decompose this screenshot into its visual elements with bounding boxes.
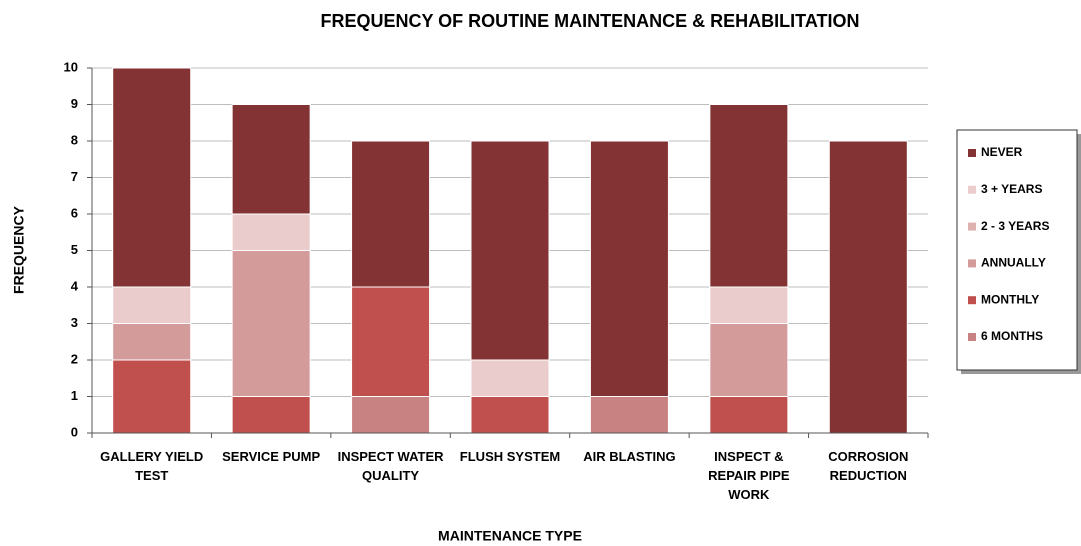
y-tick-label: 8 [71, 132, 78, 147]
x-tick-label: INSPECT & REPAIR PIPE WORK [708, 449, 790, 502]
legend-label: 3 + YEARS [981, 182, 1042, 196]
x-tick-label: AIR BLASTING [583, 449, 676, 464]
x-tick-label: SERVICE PUMP [222, 449, 321, 464]
chart-title: FREQUENCY OF ROUTINE MAINTENANCE & REHAB… [321, 11, 860, 31]
legend-label: MONTHLY [981, 292, 1039, 306]
bar-segment [351, 396, 431, 434]
legend-swatch [968, 296, 976, 305]
y-tick-label: 3 [71, 315, 78, 330]
y-tick-label: 6 [71, 205, 78, 220]
bar-segment [589, 396, 669, 434]
legend-label: 2 - 3 YEARS [981, 219, 1049, 233]
bar-segment [351, 140, 431, 288]
bar-segment [231, 250, 311, 397]
y-tick-label: 1 [71, 388, 78, 403]
y-tick-label: 2 [71, 351, 78, 366]
bar-segment [231, 213, 311, 251]
bar-segment [112, 286, 192, 324]
bar-segment [709, 104, 789, 288]
y-tick-label: 7 [71, 169, 78, 184]
bar-segment [709, 396, 789, 434]
y-tick-label: 10 [64, 59, 78, 74]
bar-segment [112, 323, 192, 361]
legend-swatch [968, 222, 976, 231]
legend-swatch [968, 185, 976, 194]
bar-segment [112, 67, 192, 288]
y-tick-label: 5 [71, 242, 78, 257]
legend-swatch [968, 259, 976, 268]
bar-segment [231, 104, 311, 215]
y-tick-label: 0 [71, 424, 78, 439]
legend-swatch [968, 149, 976, 157]
legend-box [956, 129, 1078, 371]
bar-segment [112, 359, 192, 434]
legend-label: 6 MONTHS [981, 329, 1043, 343]
y-tick-label: 4 [71, 278, 79, 293]
y-axis-label: FREQUENCY [11, 205, 27, 294]
x-tick-label: FLUSH SYSTEM [459, 449, 561, 464]
x-axis-label: MAINTENANCE TYPE [438, 528, 582, 544]
legend-swatch [968, 333, 976, 341]
bar-segment [351, 286, 431, 397]
bar-segment [828, 140, 908, 434]
bar-segment [589, 140, 669, 397]
bar-segment [709, 286, 789, 324]
bar-segment [470, 140, 550, 361]
x-tick-label: CORROSION REDUCTION [828, 449, 909, 483]
x-tick-label: GALLERY YIELD TEST [100, 449, 204, 483]
bar-segment [231, 396, 311, 434]
y-tick-label: 9 [71, 96, 78, 111]
legend-label: ANNUALLY [981, 256, 1046, 270]
legend-label: NEVER [981, 145, 1023, 159]
bar-segment [709, 323, 789, 397]
bar-segment [470, 359, 550, 397]
bar-segment [470, 396, 550, 434]
x-tick-label: INSPECT WATER QUALITY [337, 449, 444, 483]
